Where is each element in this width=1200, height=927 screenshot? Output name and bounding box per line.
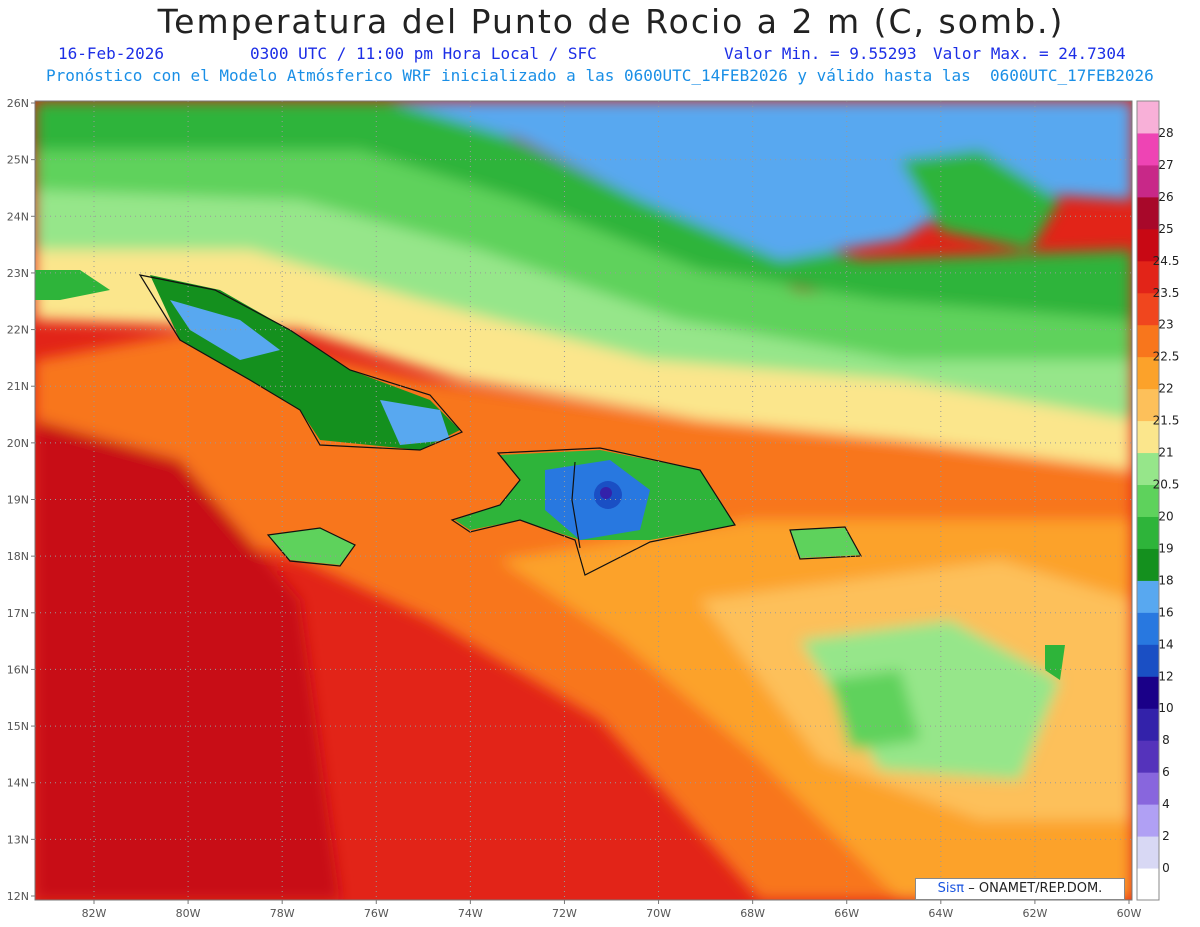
colorbar-swatch — [1137, 484, 1159, 517]
colorbar-swatch — [1137, 868, 1159, 901]
lat-label: 25N — [7, 154, 29, 167]
colorbar-label: 24.5 — [1153, 254, 1180, 268]
lat-label: 18N — [7, 550, 29, 563]
colorbar-swatch — [1137, 164, 1159, 198]
credit-box: Sisπ – ONAMET/REP.DOM. — [915, 878, 1125, 900]
graticule — [35, 101, 1132, 900]
colorbar: 0 2 4 6 8 10 12 14 16 18 19 20 20.5 21 21.5 22 22.5 23 23.… — [1136, 100, 1180, 901]
colorbar-label: 8 — [1162, 733, 1170, 747]
colorbar-swatch — [1137, 836, 1159, 869]
lat-label: 14N — [7, 777, 29, 790]
lat-label: 17N — [7, 607, 29, 620]
colorbar-swatch — [1137, 324, 1159, 358]
colorbar-swatch — [1137, 516, 1159, 549]
colorbar-label: 23 — [1158, 318, 1173, 332]
lat-label: 21N — [7, 380, 29, 393]
forecast-date: 16-Feb-2026 — [58, 44, 164, 63]
colorbar-label: 18 — [1158, 573, 1173, 587]
lon-label: 62W — [1022, 907, 1047, 920]
lon-label: 76W — [364, 907, 389, 920]
lat-label: 23N — [7, 267, 29, 280]
lon-label: 74W — [458, 907, 483, 920]
colorbar-label: 19 — [1158, 541, 1173, 555]
colorbar-swatch — [1137, 676, 1159, 709]
lat-label: 26N — [7, 97, 29, 110]
lon-label: 68W — [740, 907, 765, 920]
colorbar-swatch — [1137, 420, 1159, 454]
lat-label: 24N — [7, 210, 29, 223]
colorbar-label: 25 — [1158, 222, 1173, 236]
colorbar-swatch — [1137, 708, 1159, 741]
colorbar-label: 26 — [1158, 190, 1173, 204]
credit-text: – ONAMET/REP.DOM. — [968, 881, 1103, 896]
colorbar-swatch — [1137, 196, 1159, 230]
colorbar-swatch — [1137, 612, 1159, 645]
colorbar-swatch — [1137, 388, 1159, 422]
lat-label: 19N — [7, 494, 29, 507]
longitude-labels: 82W 80W 78W 76W 74W 72W 70W 68W 66W 64W 62W 60W — [82, 900, 1142, 920]
colorbar-label: 12 — [1158, 669, 1173, 683]
valor-max: Valor Max. = 24.7304 — [933, 44, 1126, 63]
lat-label: 22N — [7, 324, 29, 337]
colorbar-label: 16 — [1158, 605, 1173, 619]
colorbar-swatch — [1137, 548, 1159, 581]
lon-label: 72W — [552, 907, 577, 920]
colorbar-swatch — [1137, 292, 1159, 326]
colorbar-label: 2 — [1162, 829, 1170, 843]
colorbar-swatch — [1137, 260, 1159, 294]
latitude-labels: 26N 25N 24N 23N 22N 21N 20N 19N 18N 17N 16N 15N 14N 1… — [7, 97, 35, 903]
colorbar-swatch — [1137, 740, 1159, 773]
plot-frame — [34, 100, 1133, 901]
map-title: Temperatura del Punto de Rocio a 2 m (C,… — [157, 2, 1065, 41]
lon-label: 64W — [928, 907, 953, 920]
colorbar-label: 20.5 — [1153, 478, 1180, 492]
lat-label: 13N — [7, 833, 29, 846]
valor-min: Valor Min. = 9.55293 — [724, 44, 917, 63]
lat-label: 16N — [7, 663, 29, 676]
colorbar-label: 23.5 — [1153, 286, 1180, 300]
colorbar-swatch — [1137, 580, 1159, 613]
lon-label: 82W — [82, 907, 107, 920]
lon-label: 60W — [1117, 907, 1142, 920]
lon-label: 70W — [646, 907, 671, 920]
colorbar-swatch — [1137, 644, 1159, 677]
colorbar-swatch — [1137, 132, 1159, 166]
lon-label: 78W — [270, 907, 295, 920]
sispi-logo: Sisπ — [937, 881, 965, 896]
forecast-time: 0300 UTC / 11:00 pm Hora Local / SFC — [250, 44, 597, 63]
colorbar-label: 6 — [1162, 765, 1170, 779]
colorbar-swatch — [1137, 356, 1159, 390]
colorbar-swatch — [1137, 804, 1159, 837]
field-layer — [35, 101, 1132, 900]
colorbar-label: 10 — [1158, 701, 1173, 715]
colorbar-label: 20 — [1158, 509, 1173, 523]
colorbar-swatch — [1137, 452, 1159, 486]
lat-label: 12N — [7, 890, 29, 903]
lon-label: 80W — [176, 907, 201, 920]
colorbar-label: 27 — [1158, 158, 1173, 172]
colorbar-label: 14 — [1158, 637, 1173, 651]
colorbar-label: 0 — [1162, 861, 1170, 875]
colorbar-swatch — [1137, 228, 1159, 262]
colorbar-label: 21.5 — [1153, 414, 1180, 428]
model-info: Pronóstico con el Modelo Atmósferico WRF… — [46, 66, 1154, 85]
lat-label: 20N — [7, 437, 29, 450]
colorbar-label: 22.5 — [1153, 350, 1180, 364]
colorbar-swatch — [1137, 101, 1159, 134]
colorbar-label: 22 — [1158, 382, 1173, 396]
colorbar-label: 21 — [1158, 446, 1173, 460]
colorbar-label: 4 — [1162, 797, 1170, 811]
lon-label: 66W — [834, 907, 859, 920]
colorbar-label: 28 — [1158, 126, 1173, 140]
colorbar-swatch — [1137, 772, 1159, 805]
lat-label: 15N — [7, 720, 29, 733]
